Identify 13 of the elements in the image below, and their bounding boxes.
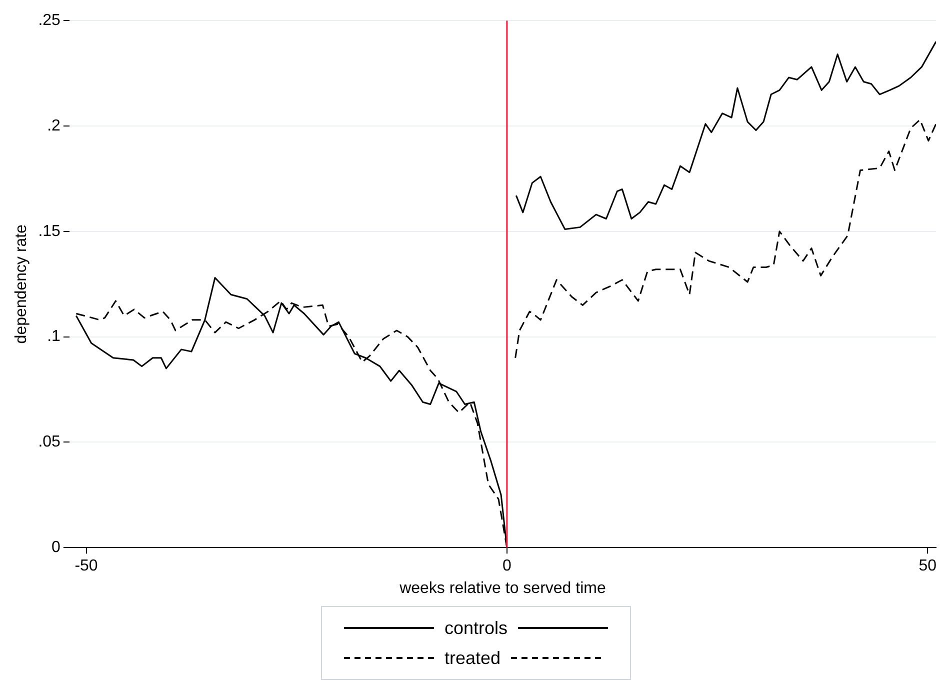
y-axis-title: dependency rate bbox=[13, 224, 30, 344]
x-tick-label: -50 bbox=[74, 558, 98, 575]
x-tick-label: 50 bbox=[918, 558, 937, 575]
x-tick-label: 0 bbox=[502, 558, 512, 575]
y-tick-label: .15 bbox=[38, 222, 61, 240]
y-tick-label: .1 bbox=[47, 328, 61, 346]
legend-label: treated bbox=[444, 648, 501, 668]
y-tick-label: .2 bbox=[47, 117, 61, 134]
x-axis-title: weeks relative to served time bbox=[398, 580, 606, 597]
y-tick-label: .05 bbox=[38, 434, 61, 451]
y-tick-label: .25 bbox=[38, 12, 61, 30]
legend-label: controls bbox=[444, 618, 508, 638]
y-tick-label: 0 bbox=[52, 539, 61, 556]
